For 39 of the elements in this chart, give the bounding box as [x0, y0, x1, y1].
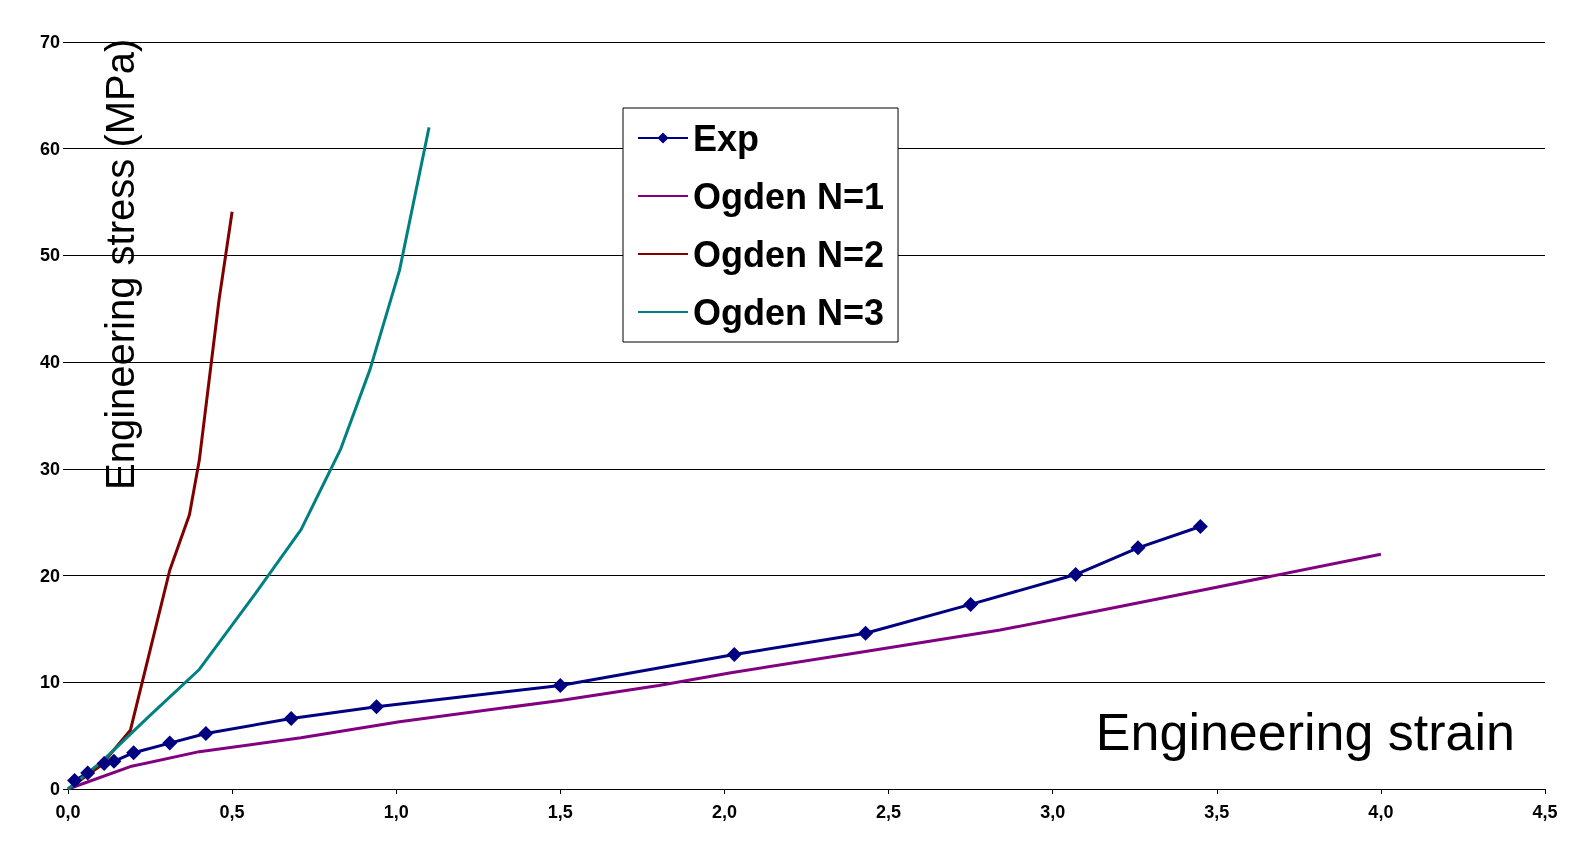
point [726, 647, 742, 663]
x-tick-label: 1,0 [383, 802, 409, 822]
x-tick-label: 2,5 [876, 802, 902, 822]
y-tick-label: 10 [39, 672, 60, 693]
y-tick-label: 40 [39, 352, 60, 373]
x-tick-label: 4,0 [1368, 802, 1394, 822]
point [106, 753, 122, 769]
y-tick-label: 60 [39, 138, 60, 159]
y-tick-label: 20 [39, 565, 60, 586]
legend-label: Ogden N=3 [693, 291, 885, 333]
y-tick-label: 70 [39, 32, 60, 52]
x-tick-label: 2,0 [711, 802, 737, 822]
legend-label: Exp [693, 117, 760, 159]
point [67, 772, 83, 788]
point [283, 711, 299, 727]
point [1192, 518, 1208, 534]
x-tick-label: 0,0 [55, 802, 81, 822]
y-tick-label: 0 [49, 779, 60, 799]
point [369, 699, 385, 715]
legend-label: Ogden N=1 [693, 175, 885, 217]
point [858, 625, 874, 641]
x-axis-title: Engineering strain [1095, 703, 1516, 761]
y-tick-label: 50 [39, 245, 60, 266]
point [162, 735, 178, 751]
point [1130, 540, 1146, 556]
legend-label: Ogden N=2 [693, 233, 885, 275]
x-tick-label: 0,5 [219, 802, 245, 822]
point [126, 745, 142, 761]
y-tick-label: 30 [39, 458, 60, 479]
point [1068, 567, 1084, 582]
point [198, 726, 214, 742]
point [80, 765, 96, 781]
x-tick-label: 3,0 [1040, 802, 1066, 822]
point [552, 677, 568, 693]
x-tick-label: 4,5 [1532, 802, 1558, 822]
x-tick-label: 3,5 [1204, 802, 1230, 822]
point [963, 596, 979, 612]
x-tick-label: 1,5 [547, 802, 573, 822]
y-axis-title: Engineering stress (MPa) [98, 38, 142, 490]
